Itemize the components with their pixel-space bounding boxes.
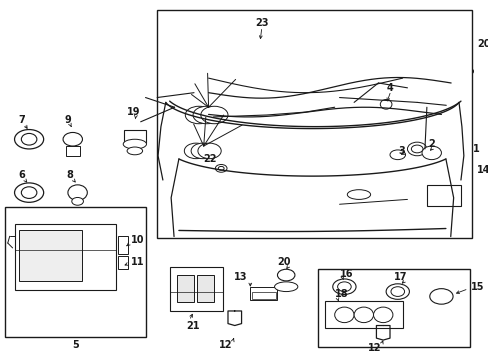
Ellipse shape: [410, 145, 422, 153]
Ellipse shape: [15, 130, 43, 149]
Ellipse shape: [123, 139, 146, 149]
Ellipse shape: [386, 284, 408, 299]
Bar: [318, 269, 468, 347]
Text: 15: 15: [469, 282, 483, 292]
Ellipse shape: [198, 143, 221, 159]
Ellipse shape: [72, 198, 83, 205]
Bar: [252, 292, 275, 299]
Ellipse shape: [218, 166, 224, 170]
Text: 16: 16: [339, 269, 352, 279]
Ellipse shape: [353, 307, 373, 323]
Ellipse shape: [476, 52, 488, 66]
Bar: [325, 301, 402, 328]
Ellipse shape: [21, 134, 37, 145]
Ellipse shape: [389, 150, 405, 159]
Bar: [197, 275, 214, 302]
Ellipse shape: [184, 143, 207, 159]
Text: 4: 4: [386, 83, 392, 93]
Text: 17: 17: [393, 272, 407, 282]
Ellipse shape: [127, 147, 142, 155]
Text: 14: 14: [476, 165, 488, 175]
Bar: [169, 267, 223, 311]
Ellipse shape: [191, 143, 214, 159]
Ellipse shape: [380, 99, 391, 109]
Text: 1: 1: [471, 144, 478, 154]
Text: 8: 8: [66, 170, 73, 180]
Ellipse shape: [274, 282, 297, 292]
Text: 7: 7: [18, 115, 25, 125]
Ellipse shape: [478, 183, 488, 193]
Ellipse shape: [193, 106, 220, 124]
Ellipse shape: [429, 289, 452, 304]
Text: 21: 21: [186, 320, 200, 330]
Text: 22: 22: [203, 154, 217, 164]
Text: 5: 5: [72, 340, 79, 350]
Ellipse shape: [346, 190, 370, 199]
Text: 2: 2: [427, 139, 434, 149]
Text: 20: 20: [476, 39, 488, 49]
Ellipse shape: [334, 307, 353, 323]
Ellipse shape: [332, 279, 355, 294]
Text: 10: 10: [131, 235, 144, 245]
Bar: [66, 146, 80, 156]
Ellipse shape: [337, 282, 350, 292]
Text: 13: 13: [233, 272, 247, 282]
Text: 19: 19: [127, 107, 141, 117]
Ellipse shape: [390, 287, 404, 296]
Ellipse shape: [63, 132, 82, 146]
Bar: [118, 236, 128, 254]
Bar: [157, 10, 471, 238]
Ellipse shape: [68, 185, 87, 201]
Text: 12: 12: [219, 340, 232, 350]
Ellipse shape: [407, 142, 426, 156]
Text: 11: 11: [131, 257, 144, 267]
Bar: [176, 275, 194, 302]
Text: 3: 3: [398, 146, 405, 156]
Ellipse shape: [185, 106, 212, 124]
Ellipse shape: [476, 168, 488, 182]
Ellipse shape: [472, 67, 488, 76]
Ellipse shape: [421, 146, 441, 159]
Text: 18: 18: [334, 289, 347, 300]
Text: 23: 23: [255, 18, 268, 28]
Text: 20: 20: [277, 257, 290, 267]
Text: 9: 9: [64, 115, 71, 125]
Bar: [20, 230, 82, 281]
Bar: [15, 224, 116, 290]
Ellipse shape: [373, 307, 392, 323]
Bar: [118, 256, 128, 269]
Bar: [250, 287, 277, 300]
Text: 6: 6: [18, 170, 25, 180]
Text: 12: 12: [367, 343, 381, 353]
Ellipse shape: [201, 106, 227, 124]
Ellipse shape: [21, 187, 37, 198]
Ellipse shape: [215, 165, 226, 172]
Ellipse shape: [277, 269, 294, 281]
Bar: [124, 130, 145, 143]
Ellipse shape: [15, 183, 43, 202]
Bar: [5, 207, 145, 337]
Bar: [426, 185, 460, 206]
